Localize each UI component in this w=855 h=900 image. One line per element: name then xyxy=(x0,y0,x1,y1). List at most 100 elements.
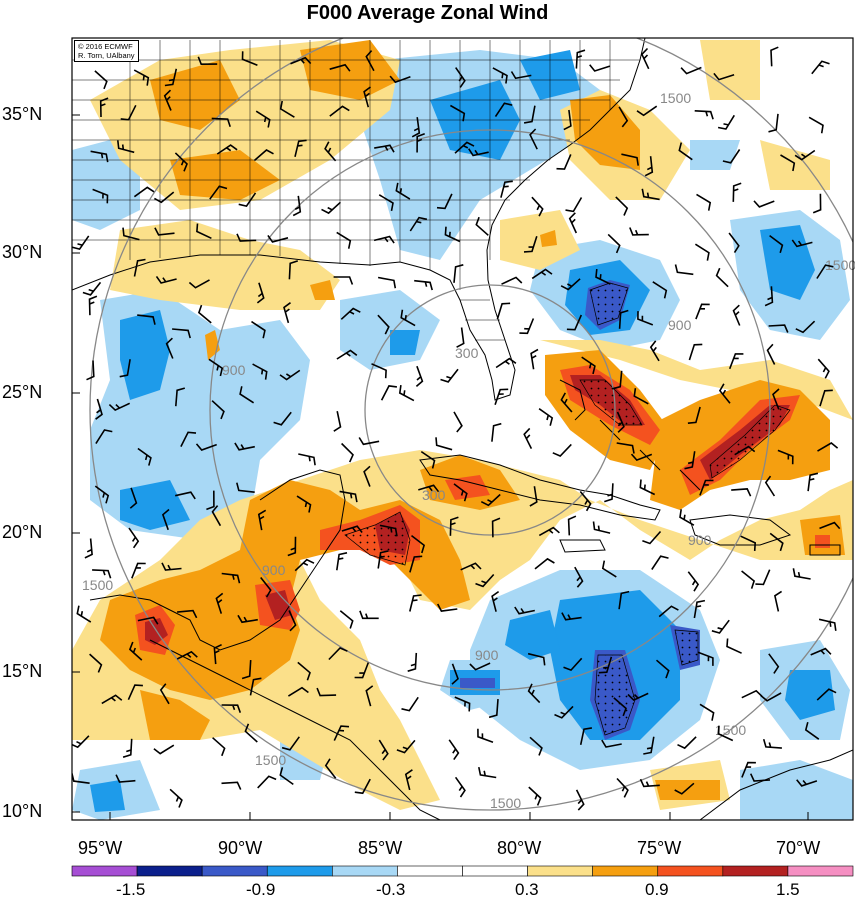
credit-line-author: R. Torn, UAlbany xyxy=(78,51,135,60)
wind-barb xyxy=(694,110,714,120)
wind-barb xyxy=(529,736,543,756)
wind-barb xyxy=(292,195,302,217)
wind-barb xyxy=(563,109,572,131)
wind-barb xyxy=(566,314,583,331)
wind-barb xyxy=(296,495,312,513)
wind-barb xyxy=(819,389,833,407)
wind-barb xyxy=(494,102,513,118)
wind-barb xyxy=(436,603,458,612)
state-borders xyxy=(72,40,640,341)
wind-barb xyxy=(298,453,316,466)
wind-barb xyxy=(169,788,183,808)
wind-barb xyxy=(398,384,415,402)
wind-barb xyxy=(409,555,423,573)
wind-barb xyxy=(674,264,694,276)
wind-barb xyxy=(531,196,544,217)
wind-barb xyxy=(807,472,819,492)
wind-barb xyxy=(780,154,796,172)
wind-barb xyxy=(477,728,494,744)
colorbar-swatch xyxy=(787,865,854,877)
wind-barb xyxy=(324,758,337,779)
wind-barb xyxy=(621,153,639,166)
lat-label-35n: 35°N xyxy=(2,104,43,124)
wind-barb xyxy=(316,687,337,697)
cuba-coastline xyxy=(419,454,661,521)
wind-barb xyxy=(249,677,262,696)
wind-barb xyxy=(528,786,542,806)
wind-barb xyxy=(460,562,482,571)
wind-barb xyxy=(491,517,501,538)
colorbar-swatch xyxy=(71,865,138,877)
wind-barb xyxy=(592,521,611,534)
figure-title: F000 Average Zonal Wind xyxy=(306,2,549,24)
ring-label-900: 900 xyxy=(668,317,692,333)
wind-barb xyxy=(122,227,140,241)
wind-barb xyxy=(172,328,191,339)
wind-barb xyxy=(795,320,816,334)
wind-barb xyxy=(636,105,658,117)
lon-label-75w: 75°W xyxy=(637,838,682,858)
wind-barb xyxy=(762,738,782,749)
wind-barb xyxy=(633,388,649,405)
wind-barb xyxy=(639,479,656,496)
wind-barb xyxy=(377,550,389,569)
range-rings xyxy=(89,38,853,811)
wind-barb xyxy=(527,683,541,704)
wind-barb xyxy=(560,392,573,413)
wind-barb xyxy=(340,307,361,320)
wind-barb xyxy=(818,618,837,631)
ring-label-900: 900 xyxy=(262,562,286,578)
wind-barb xyxy=(329,105,350,117)
wind-barb xyxy=(554,705,574,719)
range-ring-labels: 300 300 900 900 900 900 900 1500 1500 15… xyxy=(82,90,855,811)
wind-barb xyxy=(297,661,311,681)
wind-barb xyxy=(616,411,625,433)
wind-barb xyxy=(768,324,789,333)
wind-barb xyxy=(817,442,839,452)
colorbar-swatch xyxy=(657,865,724,877)
range-ring-900 xyxy=(209,129,771,691)
wind-barb xyxy=(501,276,523,285)
colorbar-swatch xyxy=(527,865,593,877)
wind-barb xyxy=(618,309,629,329)
wind-barb xyxy=(411,534,426,554)
credit-line-ecmwf: © 2016 ECMWF xyxy=(78,42,133,51)
wind-barb xyxy=(175,491,196,500)
wind-barb xyxy=(208,358,224,377)
wind-barb xyxy=(244,723,258,743)
wind-barb xyxy=(333,725,350,741)
wind-barb xyxy=(377,314,390,335)
wind-barb xyxy=(475,216,489,236)
wind-barb xyxy=(414,279,433,291)
wind-barb xyxy=(728,232,740,254)
wind-barb xyxy=(766,343,776,365)
wind-barb xyxy=(715,267,729,288)
wind-barb xyxy=(697,651,714,666)
wind-barb xyxy=(236,482,255,493)
wind-barb xyxy=(732,182,742,202)
wind-barb xyxy=(726,638,742,654)
wind-barb xyxy=(510,71,532,80)
wind-barb xyxy=(283,302,291,324)
wind-barb xyxy=(131,562,146,579)
wind-barb xyxy=(86,360,95,381)
wind-barb xyxy=(469,662,491,671)
wind-barb xyxy=(817,358,830,379)
wind-barb xyxy=(652,281,668,299)
wind-barb xyxy=(615,196,629,216)
wind-barb xyxy=(215,592,224,614)
wind-barb xyxy=(108,402,131,412)
wind-barb xyxy=(354,662,370,679)
wind-barb xyxy=(538,408,554,426)
colorbar-label: 0.3 xyxy=(515,880,539,899)
wind-barb xyxy=(435,437,453,451)
wind-barb xyxy=(810,647,832,656)
wind-barb xyxy=(339,610,354,629)
lon-label-85w: 85°W xyxy=(358,838,403,858)
wind-barb xyxy=(401,696,419,712)
wind-barb xyxy=(741,689,763,699)
wind-barb xyxy=(454,696,471,712)
wind-barb xyxy=(639,778,660,788)
wind-barb xyxy=(534,557,555,570)
wind-barb xyxy=(418,484,440,493)
